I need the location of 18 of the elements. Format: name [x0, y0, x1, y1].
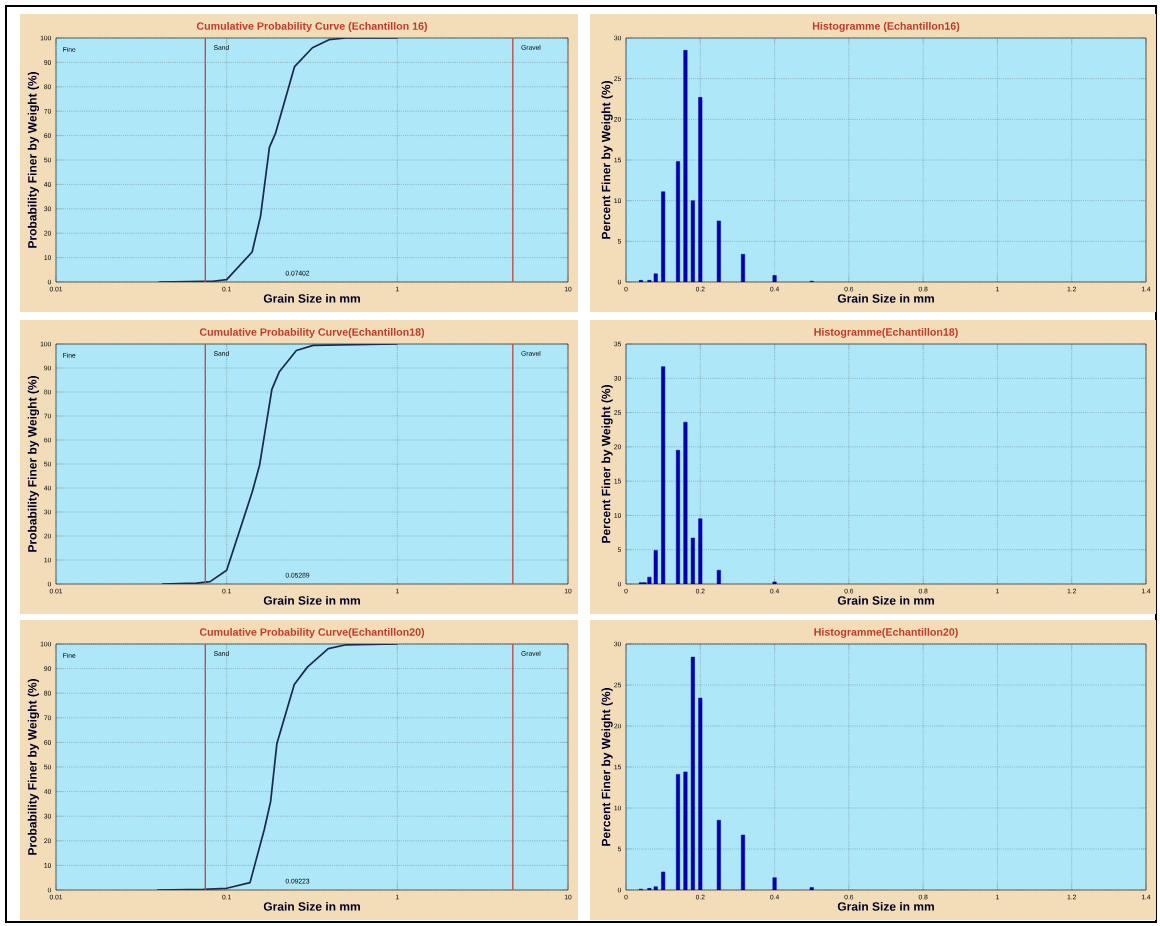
- chart-title: Cumulative Probability Curve(Echantillon20): [199, 628, 425, 638]
- x-axis-title: Grain Size in mm: [263, 293, 360, 303]
- x-axis-title: Grain Size in mm: [837, 901, 934, 911]
- y-axis-title: Probability Finer by Weight (%): [27, 72, 40, 248]
- chart-title: Cumulative Probability Curve(Echantillon18): [199, 328, 425, 338]
- chart-title: Histogramme(Echantillon18): [814, 327, 958, 338]
- chart-title: Histogramme (Echantillon16): [812, 21, 960, 32]
- y-axis-title: Percent Finer by Weight (%): [601, 81, 613, 239]
- x-axis-title: Grain Size in mm: [837, 293, 934, 303]
- y-axis-title: Probability Finer by Weight (%): [27, 376, 40, 552]
- x-axis-title: Grain Size in mm: [263, 595, 360, 605]
- y-axis-title: Probability Finer by Weight (%): [27, 679, 40, 855]
- x-axis-title: Grain Size in mm: [263, 901, 360, 911]
- chart-title: Histogramme(Echantillon20): [814, 627, 958, 638]
- y-axis-title: Percent Finer by Weight (%): [601, 688, 613, 846]
- x-axis-title: Grain Size in mm: [837, 595, 934, 605]
- y-axis-title: Percent Finer by Weight (%): [601, 385, 613, 543]
- chart-title: Cumulative Probability Curve (Echantillon 16): [196, 22, 428, 32]
